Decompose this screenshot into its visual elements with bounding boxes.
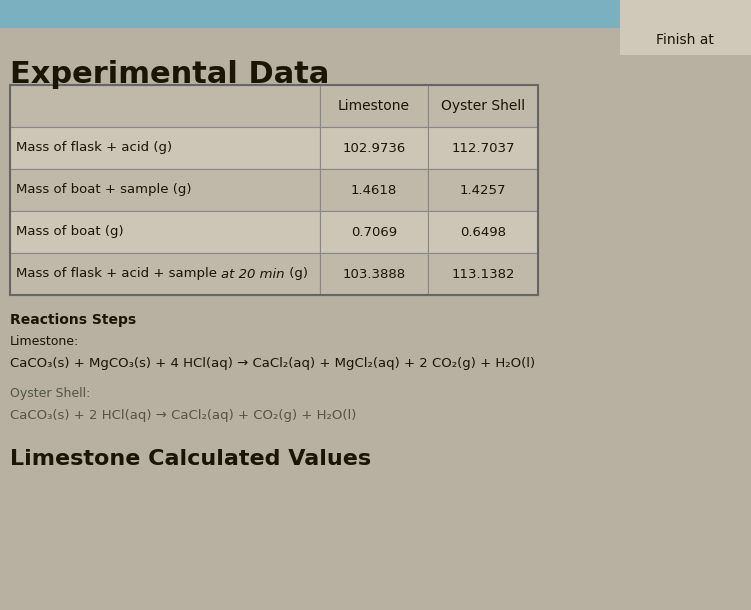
Text: CaCO₃(s) + 2 HCl(aq) → CaCl₂(aq) + CO₂(g) + H₂O(l): CaCO₃(s) + 2 HCl(aq) → CaCl₂(aq) + CO₂(g… (10, 409, 357, 422)
Text: at 20 min: at 20 min (222, 268, 285, 281)
Bar (428, 85, 538, 127)
Text: 0.6498: 0.6498 (460, 226, 506, 239)
Text: 1.4257: 1.4257 (460, 184, 506, 196)
Bar (428, 253, 538, 295)
Text: Mass of flask + acid + sample: Mass of flask + acid + sample (16, 268, 222, 281)
Bar (10, 169, 320, 211)
Bar (320, 253, 428, 295)
Text: (g): (g) (285, 268, 308, 281)
Text: Reactions Steps: Reactions Steps (10, 313, 136, 327)
Text: Finish at: Finish at (656, 33, 714, 47)
Bar (620, 0, 751, 55)
Bar (10, 127, 320, 169)
Text: Mass of boat + sample (g): Mass of boat + sample (g) (16, 184, 192, 196)
Bar (10, 253, 320, 295)
Text: Limestone:: Limestone: (10, 335, 80, 348)
Text: 0.7069: 0.7069 (351, 226, 397, 239)
Text: 102.9736: 102.9736 (342, 142, 406, 154)
Bar (320, 211, 428, 253)
Bar (0, 0, 751, 28)
Text: 112.7037: 112.7037 (451, 142, 514, 154)
Text: Experimental Data: Experimental Data (10, 60, 330, 89)
Text: Limestone: Limestone (338, 99, 410, 113)
Text: Oyster Shell:: Oyster Shell: (10, 387, 90, 400)
Text: 113.1382: 113.1382 (451, 268, 514, 281)
Bar (320, 169, 428, 211)
Bar (10, 211, 320, 253)
Bar (428, 127, 538, 169)
Text: Mass of boat (g): Mass of boat (g) (16, 226, 124, 239)
Bar (320, 85, 428, 127)
Text: Mass of flask + acid (g): Mass of flask + acid (g) (16, 142, 172, 154)
Text: Oyster Shell: Oyster Shell (441, 99, 525, 113)
Text: Limestone Calculated Values: Limestone Calculated Values (10, 449, 371, 469)
Bar (428, 169, 538, 211)
Bar (320, 127, 428, 169)
Bar (428, 211, 538, 253)
Bar (10, 85, 538, 295)
Text: 103.3888: 103.3888 (342, 268, 406, 281)
Text: 1.4618: 1.4618 (351, 184, 397, 196)
Text: CaCO₃(s) + MgCO₃(s) + 4 HCl(aq) → CaCl₂(aq) + MgCl₂(aq) + 2 CO₂(g) + H₂O(l): CaCO₃(s) + MgCO₃(s) + 4 HCl(aq) → CaCl₂(… (10, 357, 535, 370)
Bar (10, 85, 320, 127)
